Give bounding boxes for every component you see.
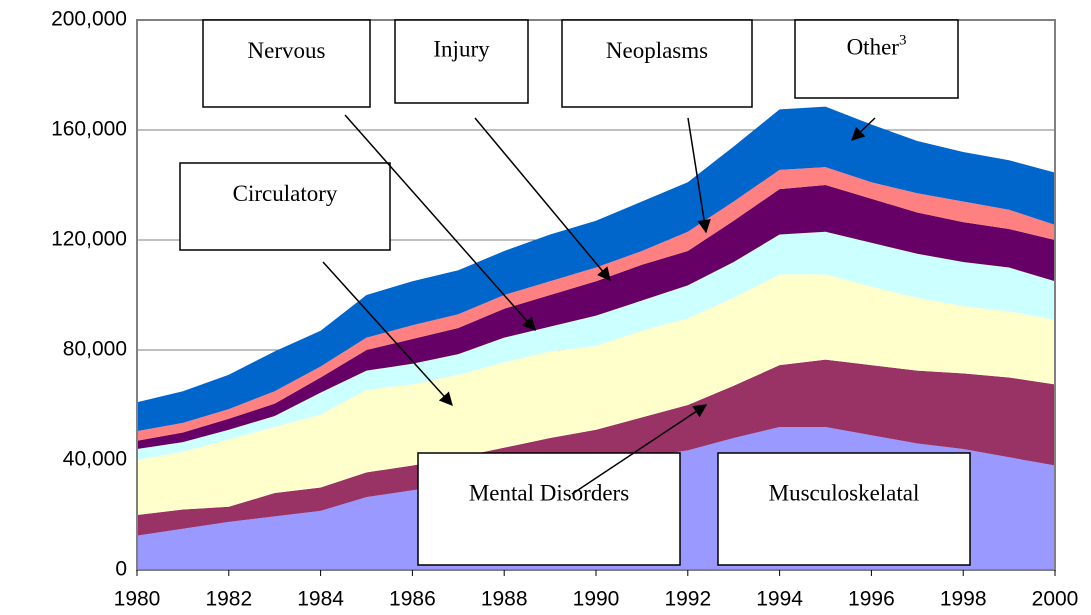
series-label: Other3 [847,33,907,60]
pointer-arrow [687,117,711,234]
y-tick-label: 160,000 [51,118,127,141]
y-tick-label: 40,000 [63,448,127,471]
series-note: 3 [899,33,907,49]
pointer-arrow [571,404,708,495]
pointer-arrow [851,117,876,141]
label-box [179,162,391,251]
series-name: Mental Disorders [469,481,629,506]
series-label: Musculoskelatal [769,481,920,506]
label-box [717,452,971,566]
label-box [394,19,529,104]
series-name: Circulatory [233,181,338,206]
area [137,359,1055,536]
series-name: Neoplasms [606,38,708,63]
area [137,185,1055,449]
label-box [794,19,959,99]
area [137,231,1055,460]
x-tick-label: 1992 [664,588,711,611]
x-tick-label: 1982 [205,588,252,611]
pointer-arrow [474,117,611,282]
series-name: Other [847,35,900,60]
y-tick-label: 120,000 [51,228,127,251]
label-box [561,19,753,108]
series-label: Circulatory [233,181,338,206]
area [137,274,1055,515]
y-tick-label: 80,000 [63,338,127,361]
series-name: Musculoskelatal [769,481,920,506]
area [137,167,1055,441]
x-tick-label: 1996 [848,588,895,611]
series-name: Nervous [248,38,326,63]
series-name: Injury [433,37,490,62]
series-label: Nervous [248,38,326,63]
label-box [202,19,371,108]
x-tick-label: 1984 [297,588,344,611]
series-label: Mental Disorders [469,481,629,506]
series-label: Neoplasms [606,38,708,63]
pointer-arrow [344,114,536,332]
pointer-arrow [322,261,453,407]
x-tick-label: 2000 [1032,588,1079,611]
x-tick-label: 1998 [940,588,987,611]
x-tick-label: 1994 [756,588,803,611]
series-label: Injury [433,37,490,62]
area [137,106,1055,432]
y-tick-label: 200,000 [51,8,127,31]
y-tick-label: 0 [115,558,127,581]
x-tick-label: 1980 [114,588,161,611]
x-tick-label: 1986 [389,588,436,611]
x-tick-label: 1990 [573,588,620,611]
label-box [417,452,681,566]
x-tick-label: 1988 [481,588,528,611]
